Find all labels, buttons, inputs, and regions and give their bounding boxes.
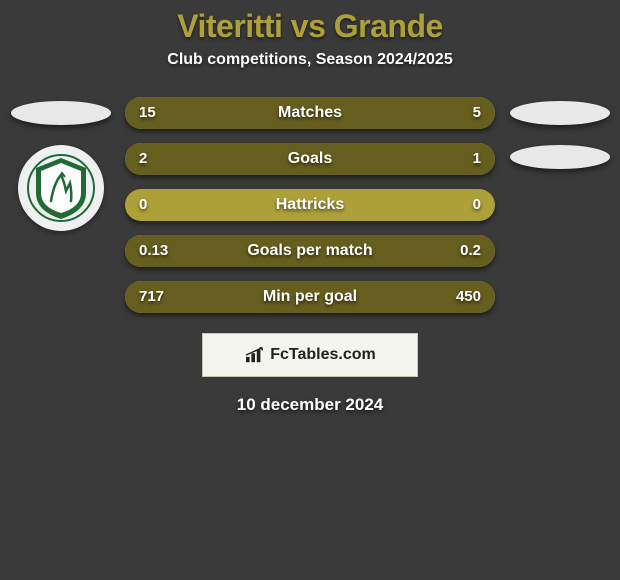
stat-bar: Matches15 5 xyxy=(125,97,495,129)
stat-value-right: 1 xyxy=(473,143,481,175)
stat-label: Hattricks xyxy=(125,189,495,221)
snapshot-date: 10 december 2024 xyxy=(0,395,620,415)
player-right-avatar-placeholder xyxy=(510,101,610,125)
stat-bar: Hattricks0 0 xyxy=(125,189,495,221)
fctables-logo-icon xyxy=(244,346,266,364)
fctables-attribution[interactable]: FcTables.com xyxy=(202,333,418,377)
player-left-column xyxy=(8,97,113,231)
stat-value-right: 0.2 xyxy=(460,235,481,267)
stat-label: Goals xyxy=(125,143,495,175)
stat-value-left: 0.13 xyxy=(139,235,168,267)
page-title: Viteritti vs Grande xyxy=(0,8,620,45)
fctables-label: FcTables.com xyxy=(270,346,376,364)
club-badge-left xyxy=(18,145,104,231)
player-right-column xyxy=(507,97,612,169)
stat-label: Min per goal xyxy=(125,281,495,313)
stat-bar: Goals per match0.13 0.2 xyxy=(125,235,495,267)
stat-bar: Goals2 1 xyxy=(125,143,495,175)
club-badge-right-placeholder xyxy=(510,145,610,169)
stat-value-left: 0 xyxy=(139,189,147,221)
stat-value-right: 450 xyxy=(456,281,481,313)
subtitle: Club competitions, Season 2024/2025 xyxy=(0,51,620,69)
stat-value-left: 2 xyxy=(139,143,147,175)
stat-label: Goals per match xyxy=(125,235,495,267)
stat-bar: Min per goal717 450 xyxy=(125,281,495,313)
comparison-widget: Viteritti vs Grande Club competitions, S… xyxy=(0,0,620,415)
stat-value-left: 717 xyxy=(139,281,164,313)
player-left-avatar-placeholder xyxy=(11,101,111,125)
stat-label: Matches xyxy=(125,97,495,129)
stats-list: Matches15 5 Goals2 1 Hattricks0 0 Goals per ma… xyxy=(125,97,495,313)
stat-value-left: 15 xyxy=(139,97,156,129)
club-crest-icon xyxy=(26,153,96,223)
stat-value-right: 5 xyxy=(473,97,481,129)
stat-value-right: 0 xyxy=(473,189,481,221)
content-row: Matches15 5 Goals2 1 Hattricks0 0 Goals per ma… xyxy=(0,97,620,313)
